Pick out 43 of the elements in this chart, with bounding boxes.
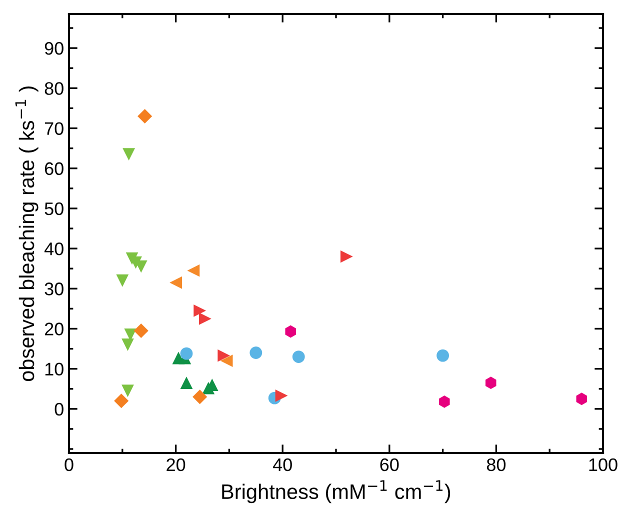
- point: [340, 250, 353, 263]
- x-tick-label: 0: [64, 458, 74, 472]
- point: [292, 350, 305, 363]
- y-tick-label: 80: [44, 82, 64, 95]
- point: [218, 349, 230, 362]
- point: [576, 392, 588, 406]
- point: [485, 376, 496, 390]
- point: [250, 346, 262, 359]
- y-tick-label: 0: [54, 402, 64, 416]
- y-tick-label: 50: [44, 202, 64, 216]
- y-tick-label: 70: [44, 122, 64, 135]
- point: [138, 108, 152, 124]
- y-tick-label: 30: [44, 282, 64, 296]
- point: [122, 384, 134, 398]
- point: [187, 264, 200, 277]
- x-tick-label: 100: [589, 458, 618, 472]
- point: [436, 349, 450, 362]
- point: [122, 148, 136, 161]
- point: [198, 312, 212, 325]
- point: [122, 338, 134, 351]
- x-tick-label: 20: [166, 458, 186, 472]
- point: [220, 354, 233, 367]
- y-tick-label: 10: [45, 362, 64, 376]
- point: [134, 323, 148, 338]
- y-tick-label: 60: [44, 162, 64, 176]
- point: [285, 325, 296, 338]
- point: [116, 274, 129, 287]
- y-tick-label: 40: [44, 242, 64, 256]
- x-tick-label: 80: [486, 458, 506, 472]
- point: [275, 389, 288, 402]
- point: [194, 304, 206, 317]
- y-tick-label: 20: [44, 322, 64, 336]
- point: [192, 390, 208, 404]
- point: [114, 394, 129, 408]
- x-tick-label: 40: [272, 458, 292, 472]
- point: [170, 276, 182, 289]
- point: [180, 376, 193, 390]
- y-axis-title: observed bleaching rate ( ks$^{−1}$ ): [15, 86, 38, 382]
- x-tick-label: 60: [380, 458, 399, 472]
- point: [180, 347, 193, 360]
- point: [439, 395, 450, 408]
- x-axis-title: Brightness (mM$^{−1}$ cm$^{−1}$): [222, 480, 450, 504]
- y-tick-label: 90: [44, 42, 64, 55]
